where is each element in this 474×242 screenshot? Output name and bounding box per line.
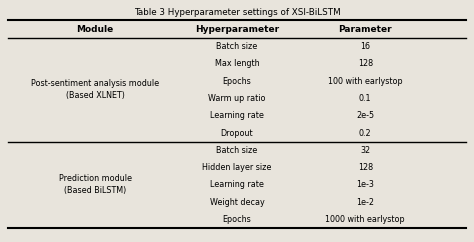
Text: 2e-5: 2e-5 [356, 111, 374, 120]
Text: Dropout: Dropout [221, 129, 253, 137]
Text: 32: 32 [360, 146, 370, 155]
Text: Learning rate: Learning rate [210, 180, 264, 189]
Text: Table 3 Hyperparameter settings of XSI-BiLSTM: Table 3 Hyperparameter settings of XSI-B… [134, 8, 340, 17]
Text: Learning rate: Learning rate [210, 111, 264, 120]
Text: Epochs: Epochs [223, 77, 251, 86]
Text: Batch size: Batch size [216, 42, 258, 51]
Text: 1e-3: 1e-3 [356, 180, 374, 189]
Text: Weight decay: Weight decay [210, 197, 264, 207]
Text: Max length: Max length [215, 59, 259, 68]
Text: 1000 with earlystop: 1000 with earlystop [326, 215, 405, 224]
Text: Prediction module
(Based BiLSTM): Prediction module (Based BiLSTM) [58, 174, 131, 195]
Text: Parameter: Parameter [338, 24, 392, 33]
Text: 100 with earlystop: 100 with earlystop [328, 77, 402, 86]
Text: 128: 128 [358, 59, 373, 68]
Text: 0.2: 0.2 [359, 129, 372, 137]
Text: Epochs: Epochs [223, 215, 251, 224]
Text: Module: Module [76, 24, 114, 33]
Text: Post-sentiment analysis module
(Based XLNET): Post-sentiment analysis module (Based XL… [31, 79, 159, 100]
Text: Hidden layer size: Hidden layer size [202, 163, 272, 172]
Text: Batch size: Batch size [216, 146, 258, 155]
Text: 1e-2: 1e-2 [356, 197, 374, 207]
Text: Hyperparameter: Hyperparameter [195, 24, 279, 33]
Text: 16: 16 [360, 42, 370, 51]
Text: 0.1: 0.1 [359, 94, 372, 103]
Text: 128: 128 [358, 163, 373, 172]
Text: Warm up ratio: Warm up ratio [208, 94, 266, 103]
